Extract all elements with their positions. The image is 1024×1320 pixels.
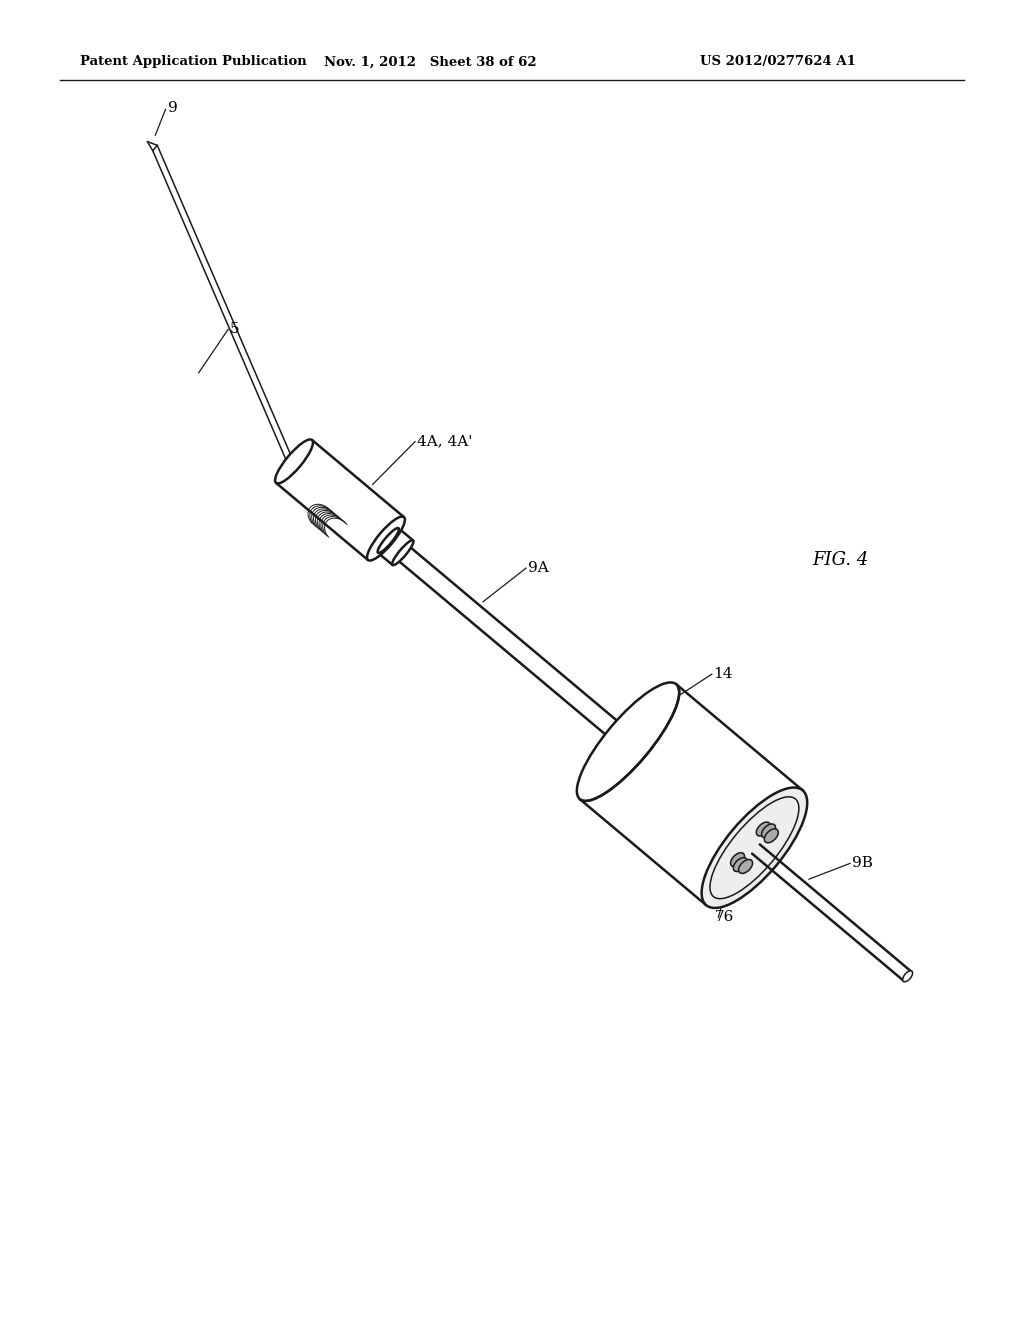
- Text: 4A, 4A': 4A, 4A': [417, 434, 472, 449]
- Text: 9A: 9A: [528, 561, 549, 576]
- Ellipse shape: [701, 788, 807, 908]
- Text: 14: 14: [713, 667, 732, 681]
- Ellipse shape: [738, 859, 753, 874]
- Text: 9B: 9B: [852, 857, 872, 870]
- Ellipse shape: [762, 824, 775, 838]
- Ellipse shape: [378, 528, 399, 553]
- Ellipse shape: [367, 516, 404, 561]
- Ellipse shape: [730, 853, 744, 867]
- Text: US 2012/0277624 A1: US 2012/0277624 A1: [700, 55, 856, 69]
- Ellipse shape: [733, 858, 748, 871]
- Ellipse shape: [392, 540, 414, 565]
- Ellipse shape: [903, 970, 912, 982]
- Ellipse shape: [757, 822, 770, 836]
- Ellipse shape: [275, 440, 313, 483]
- Text: 76: 76: [715, 911, 734, 924]
- Text: 9: 9: [169, 102, 178, 115]
- Ellipse shape: [577, 682, 679, 801]
- Text: 5: 5: [230, 322, 240, 337]
- Text: Nov. 1, 2012   Sheet 38 of 62: Nov. 1, 2012 Sheet 38 of 62: [324, 55, 537, 69]
- Ellipse shape: [764, 829, 778, 842]
- Text: FIG. 4: FIG. 4: [812, 550, 868, 569]
- Text: Patent Application Publication: Patent Application Publication: [80, 55, 307, 69]
